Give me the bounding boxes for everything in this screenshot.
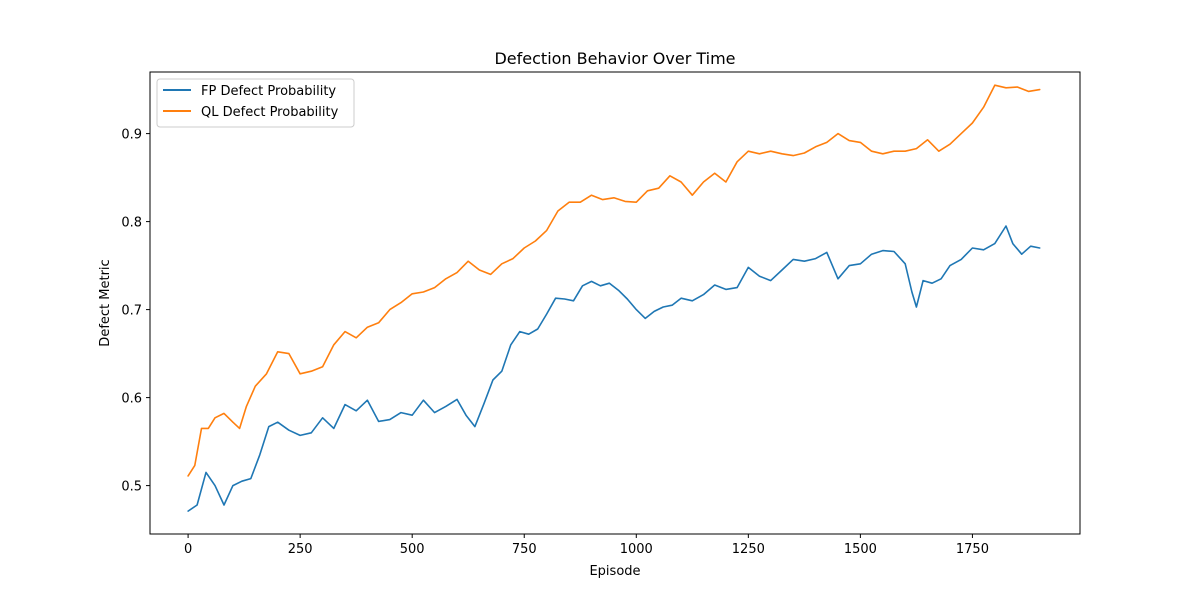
y-axis-label: Defect Metric	[98, 259, 113, 346]
x-axis-label: Episode	[589, 564, 640, 579]
legend-label-ql: QL Defect Probability	[201, 105, 339, 120]
x-tick-label: 250	[288, 542, 313, 557]
x-tick-label: 1500	[844, 542, 877, 557]
x-tick-label: 500	[400, 542, 425, 557]
x-axis-ticks: 0 250 500 750 1000 1250 1500 1750	[184, 534, 989, 557]
series-line-ql	[187, 84, 1041, 477]
y-tick-label: 0.6	[121, 392, 142, 407]
legend-label-fp: FP Defect Probability	[201, 84, 336, 99]
y-tick-label: 0.5	[121, 480, 142, 495]
legend-box	[156, 78, 355, 128]
plot-area-frame	[149, 71, 1081, 535]
y-tick-label: 0.7	[121, 304, 142, 319]
series-layer	[187, 84, 1041, 512]
series-line-fp	[187, 225, 1041, 512]
x-tick-label: 750	[512, 542, 537, 557]
x-tick-label: 1250	[732, 542, 765, 557]
y-tick-label: 0.8	[121, 216, 142, 231]
x-tick-label: 1750	[956, 542, 989, 557]
x-tick-label: 0	[184, 542, 192, 557]
chart-title: Defection Behavior Over Time	[494, 49, 735, 68]
y-axis-ticks: 0.5 0.6 0.7 0.8 0.9	[121, 128, 150, 495]
y-tick-label: 0.9	[121, 128, 142, 143]
legend: FP Defect Probability QL Defect Probabil…	[156, 78, 355, 128]
x-tick-label: 1000	[620, 542, 653, 557]
